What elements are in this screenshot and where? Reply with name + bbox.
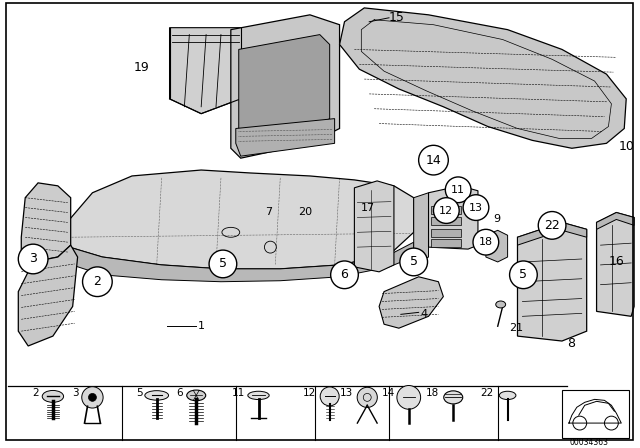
Text: 14: 14 [381,388,395,398]
Polygon shape [63,170,413,269]
Text: 19: 19 [134,61,150,74]
Circle shape [82,387,103,408]
Text: 1: 1 [198,321,205,331]
Text: 9: 9 [493,215,500,224]
Text: 2: 2 [33,388,39,398]
Circle shape [445,177,471,202]
FancyBboxPatch shape [431,217,461,225]
Text: 22: 22 [481,388,494,398]
Circle shape [400,248,428,276]
Polygon shape [429,186,478,249]
Ellipse shape [187,390,205,401]
Text: 15: 15 [389,11,405,24]
Text: 7: 7 [265,207,273,216]
Polygon shape [413,193,429,265]
Ellipse shape [42,391,63,402]
Text: 18: 18 [426,388,440,398]
Text: 5: 5 [136,388,143,398]
Circle shape [331,261,358,289]
Circle shape [19,244,48,274]
Polygon shape [379,277,444,328]
Polygon shape [63,242,413,282]
Text: 6: 6 [176,388,182,398]
Text: 16: 16 [609,255,624,268]
Ellipse shape [499,391,516,400]
Polygon shape [518,222,587,245]
Circle shape [538,211,566,239]
Text: 5: 5 [520,268,527,281]
FancyBboxPatch shape [431,229,461,237]
Circle shape [320,387,339,406]
Text: 12: 12 [303,388,316,398]
Circle shape [419,145,448,175]
Text: 3: 3 [72,388,79,398]
Text: 13: 13 [469,202,483,213]
Ellipse shape [496,301,506,308]
Circle shape [463,195,489,220]
Polygon shape [170,28,241,114]
Circle shape [509,261,537,289]
Text: 11: 11 [232,388,244,398]
Circle shape [88,393,97,401]
Polygon shape [355,181,394,272]
Text: 22: 22 [544,219,560,232]
Polygon shape [236,119,335,156]
Text: 11: 11 [451,185,465,195]
Ellipse shape [248,391,269,400]
Text: 13: 13 [340,388,353,398]
Circle shape [209,250,237,278]
Text: 20: 20 [298,207,312,216]
Circle shape [357,388,378,408]
Text: 4: 4 [420,310,428,319]
Text: 6: 6 [340,268,348,281]
Ellipse shape [145,391,168,400]
Circle shape [433,198,459,224]
Text: 14: 14 [426,154,442,167]
Circle shape [83,267,112,297]
Text: 5: 5 [410,255,418,268]
Polygon shape [518,222,587,341]
Text: 17: 17 [362,202,376,213]
Text: 21: 21 [509,323,524,333]
Polygon shape [340,8,626,148]
Circle shape [473,229,499,255]
Polygon shape [19,245,77,346]
Ellipse shape [444,391,463,404]
Polygon shape [596,212,634,316]
Text: 12: 12 [439,206,453,215]
Text: 2: 2 [93,275,101,288]
FancyBboxPatch shape [431,239,461,247]
Text: 18: 18 [479,237,493,247]
Text: 5: 5 [219,258,227,271]
Polygon shape [486,230,508,262]
Circle shape [397,386,420,409]
FancyBboxPatch shape [431,206,461,214]
Polygon shape [231,15,340,158]
Text: 3: 3 [29,253,37,266]
Text: 8: 8 [567,337,575,350]
Text: 00034363: 00034363 [570,438,609,447]
Polygon shape [596,212,634,229]
Polygon shape [21,183,70,262]
Text: 10: 10 [618,140,634,153]
Polygon shape [239,34,330,143]
